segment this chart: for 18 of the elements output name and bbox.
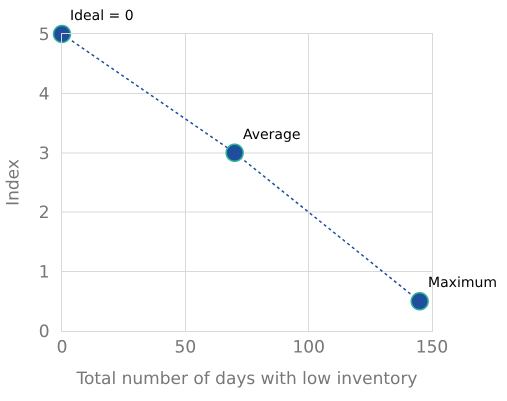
x-tick-label: 100 [292, 337, 325, 358]
annotation: Average [243, 127, 300, 143]
y-tick-label: 0 [38, 322, 50, 342]
x-tick-label: 50 [174, 337, 196, 358]
y-tick-label: 5 [38, 24, 50, 45]
x-tick-label: 150 [416, 337, 448, 358]
y-tick-label: 1 [38, 262, 50, 283]
point [52, 24, 72, 44]
x-tick-label: 0 [56, 337, 68, 358]
x-axis-title: Total number of days with low inventory [76, 368, 418, 389]
point [225, 144, 244, 162]
y-tick-label: 3 [38, 144, 50, 164]
annotation: Maximum [428, 275, 497, 291]
annotation: Ideal = 0 [70, 8, 134, 24]
y-tick-label: 2 [38, 203, 50, 224]
y-axis-title: Index [3, 159, 24, 206]
y-tick-label: 4 [38, 84, 50, 104]
point [410, 292, 429, 311]
